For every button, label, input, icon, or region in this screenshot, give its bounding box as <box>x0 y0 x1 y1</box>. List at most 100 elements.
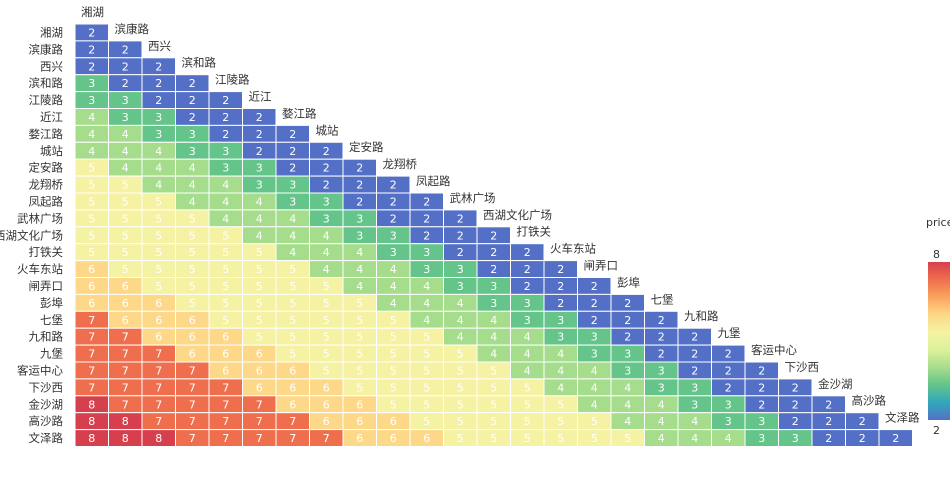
cell-value-label: 2 <box>725 381 732 394</box>
cell-value-label: 2 <box>591 314 598 327</box>
cell-value-label: 5 <box>490 415 497 428</box>
column-label: 文泽路 <box>885 411 920 425</box>
column-label: 城站 <box>316 123 339 137</box>
cell-value-label: 2 <box>222 111 229 124</box>
cell-value-label: 3 <box>189 128 196 141</box>
cell-value-label: 4 <box>122 145 129 158</box>
cell-value-label: 7 <box>155 348 162 361</box>
cell-value-label: 4 <box>88 111 95 124</box>
cell-value-label: 2 <box>457 212 464 225</box>
cell-value-label: 6 <box>356 415 363 428</box>
column-label: 婺江路 <box>282 106 317 120</box>
cell-value-label: 7 <box>256 415 263 428</box>
cell-value-label: 5 <box>390 381 397 394</box>
cell-value-label: 4 <box>189 162 196 175</box>
cell-value-label: 4 <box>356 246 363 259</box>
cell-value-label: 4 <box>725 432 732 445</box>
cell-value-label: 4 <box>490 314 497 327</box>
cell-value-label: 4 <box>658 432 665 445</box>
cell-value-label: 3 <box>624 364 631 377</box>
cell-value-label: 6 <box>256 348 263 361</box>
cell-value-label: 3 <box>423 246 430 259</box>
cell-value-label: 8 <box>88 432 95 445</box>
column-label: 九堡 <box>718 326 741 340</box>
row-label: 凤起路 <box>29 194 64 208</box>
cell-value-label: 7 <box>222 381 229 394</box>
cell-value-label: 7 <box>189 381 196 394</box>
cell-value-label: 3 <box>222 162 229 175</box>
cell-value-label: 5 <box>122 195 129 208</box>
cell-value-label: 5 <box>423 364 430 377</box>
cell-value-label: 2 <box>624 314 631 327</box>
cell-value-label: 4 <box>658 415 665 428</box>
cell-value-label: 4 <box>189 195 196 208</box>
cell-value-label: 3 <box>792 432 799 445</box>
cell-value-label: 5 <box>222 314 229 327</box>
cell-value-label: 2 <box>725 364 732 377</box>
cell-value-label: 2 <box>591 280 598 293</box>
cell-value-label: 7 <box>155 364 162 377</box>
cell-value-label: 5 <box>356 297 363 310</box>
cell-value-label: 2 <box>490 229 497 242</box>
cell-value-label: 2 <box>825 398 832 411</box>
row-label: 湘湖 <box>40 25 63 39</box>
cell-value-label: 7 <box>256 432 263 445</box>
cell-value-label: 5 <box>289 314 296 327</box>
cell-value-label: 2 <box>557 297 564 310</box>
cell-value-label: 8 <box>155 432 162 445</box>
cell-value-label: 5 <box>356 314 363 327</box>
cell-value-label: 5 <box>323 331 330 344</box>
cell-value-label: 4 <box>658 398 665 411</box>
cell-value-label: 3 <box>256 162 263 175</box>
cell-value-label: 2 <box>122 77 129 90</box>
cell-value-label: 2 <box>557 280 564 293</box>
cell-value-label: 2 <box>189 77 196 90</box>
cell-value-label: 2 <box>490 263 497 276</box>
cell-value-label: 2 <box>892 432 899 445</box>
row-label: 城站 <box>40 144 63 158</box>
cell-value-label: 2 <box>792 415 799 428</box>
cell-value-label: 4 <box>256 195 263 208</box>
cell-value-label: 7 <box>189 364 196 377</box>
cell-value-label: 5 <box>189 297 196 310</box>
cell-value-label: 4 <box>457 314 464 327</box>
cell-value-label: 3 <box>222 145 229 158</box>
cell-value-label: 2 <box>256 111 263 124</box>
cell-value-label: 4 <box>323 229 330 242</box>
cell-value-label: 3 <box>189 145 196 158</box>
cell-value-label: 3 <box>725 398 732 411</box>
legend-min-label: 2 <box>933 424 940 437</box>
cell-value-label: 2 <box>390 179 397 192</box>
cell-value-label: 4 <box>691 415 698 428</box>
cell-value-label: 7 <box>88 314 95 327</box>
cell-value-label: 5 <box>524 398 531 411</box>
cell-value-label: 2 <box>524 246 531 259</box>
cell-value-label: 4 <box>423 314 430 327</box>
cell-value-label: 5 <box>289 331 296 344</box>
cell-value-label: 5 <box>289 348 296 361</box>
cell-value-label: 2 <box>624 297 631 310</box>
cell-value-label: 7 <box>88 331 95 344</box>
cell-value-label: 5 <box>423 331 430 344</box>
cell-value-label: 5 <box>390 348 397 361</box>
cell-value-label: 5 <box>222 263 229 276</box>
cell-value-label: 3 <box>691 381 698 394</box>
cell-value-label: 4 <box>557 364 564 377</box>
cell-value-label: 6 <box>122 297 129 310</box>
cell-value-label: 3 <box>691 398 698 411</box>
cell-value-label: 6 <box>222 348 229 361</box>
cell-value-label: 6 <box>155 297 162 310</box>
cell-value-label: 4 <box>457 331 464 344</box>
column-label: 九和路 <box>684 309 719 323</box>
cell-value-label: 3 <box>423 263 430 276</box>
cell-value-label: 5 <box>423 415 430 428</box>
cell-value-label: 2 <box>390 212 397 225</box>
cell-value-label: 6 <box>222 364 229 377</box>
cell-value-label: 3 <box>658 364 665 377</box>
column-label: 西兴 <box>148 39 171 53</box>
row-label: 九堡 <box>40 347 63 361</box>
cell-value-label: 6 <box>323 398 330 411</box>
cell-value-label: 2 <box>457 246 464 259</box>
cell-value-label: 3 <box>624 348 631 361</box>
cell-value-label: 4 <box>356 280 363 293</box>
